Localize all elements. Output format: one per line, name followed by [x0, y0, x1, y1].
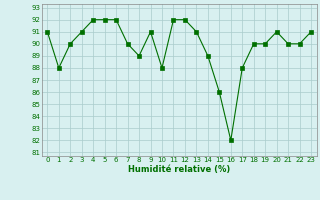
X-axis label: Humidité relative (%): Humidité relative (%) — [128, 165, 230, 174]
